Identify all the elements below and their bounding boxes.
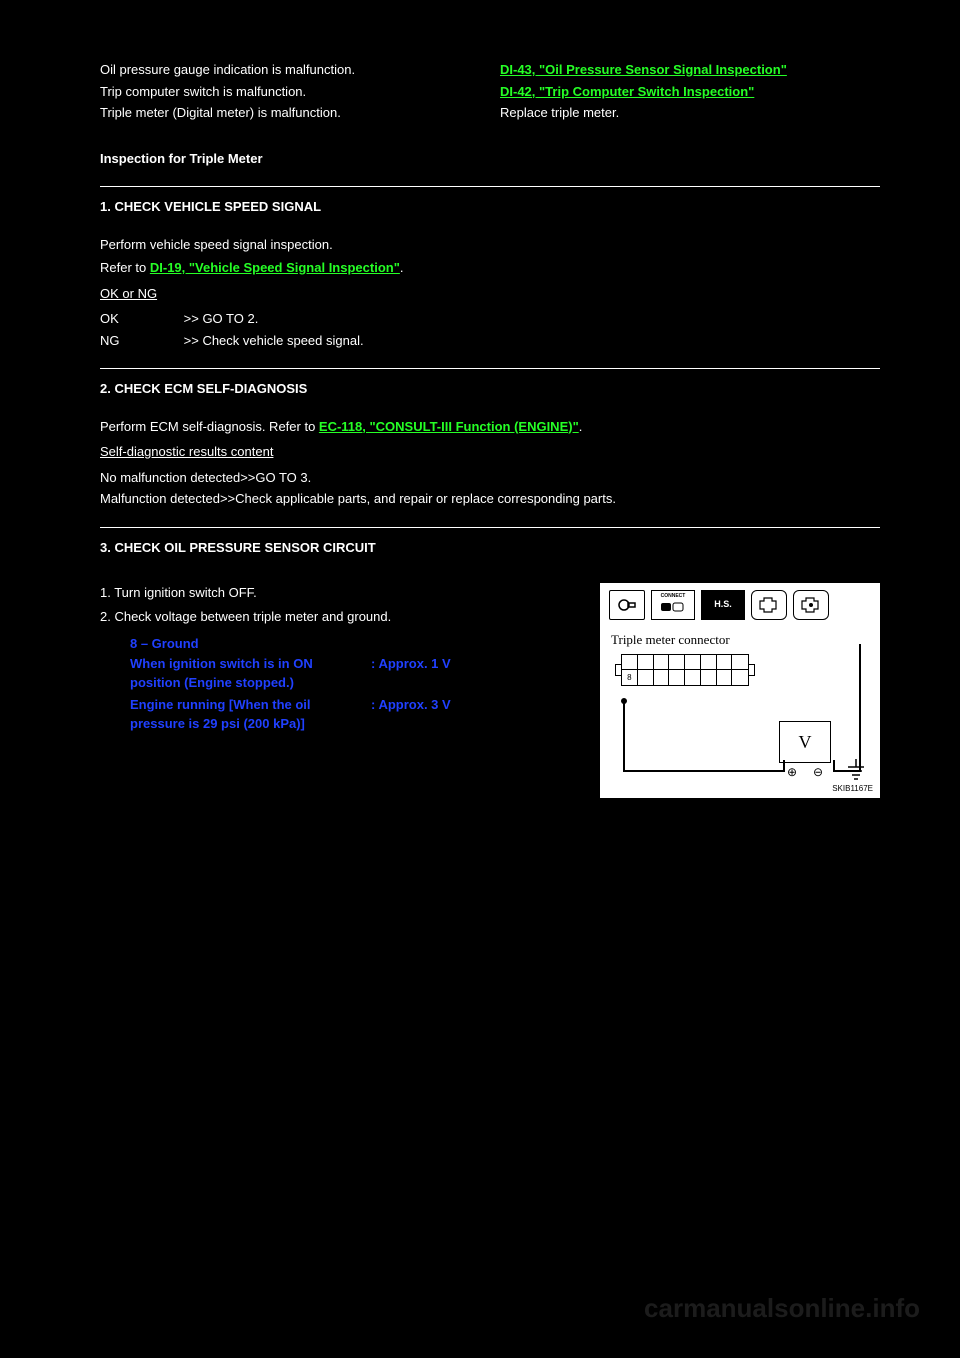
step2-mal-row: Malfunction detected>>Check applicable p… [100, 489, 880, 509]
step1-ok-text: GO TO 2. [202, 311, 258, 326]
ground-icon [847, 759, 865, 783]
engine-icon-2 [793, 590, 829, 620]
divider [100, 186, 880, 187]
step1-ng-label: NG [100, 331, 180, 351]
step1-ok-row: OK >> GO TO 2. [100, 309, 880, 329]
step2-question: Self-diagnostic results content [100, 442, 880, 462]
link-vehicle-speed[interactable]: DI-19, "Vehicle Speed Signal Inspection" [150, 260, 400, 275]
step1-heading: 1. CHECK VEHICLE SPEED SIGNAL [100, 197, 880, 217]
link-trip-switch-ref[interactable]: DI-42, "Trip Computer Switch Inspection" [500, 82, 754, 102]
divider [100, 527, 880, 528]
volt-label: V [799, 729, 812, 756]
step1-refer-line: Refer to DI-19, "Vehicle Speed Signal In… [100, 258, 880, 278]
intro-label-meter: Triple meter (Digital meter) is malfunct… [100, 103, 500, 123]
voltmeter-icon: V [779, 721, 831, 763]
measure2-left: Engine running [When the oil pressure is… [130, 695, 365, 734]
hs-icon: H.S. [701, 590, 745, 620]
diagram-code: SKIB1167E [832, 783, 873, 795]
key-on-icon [609, 590, 645, 620]
plus-icon: ⊕ [787, 763, 797, 781]
step2-body: Perform ECM self-diagnosis. Refer to [100, 419, 319, 434]
connect-icon: CONNECT [651, 590, 695, 620]
measure2-right: : Approx. 3 V [365, 695, 451, 734]
connector-label: Triple meter connector [601, 630, 879, 650]
step2-no-row: No malfunction detected>>GO TO 3. [100, 468, 880, 488]
step1-ng-row: NG >> Check vehicle speed signal. [100, 331, 880, 351]
step1-refer-label: Refer to [100, 260, 150, 275]
step1-ng-text: Check vehicle speed signal. [202, 333, 363, 348]
link-oil-pressure-ref[interactable]: DI-43, "Oil Pressure Sensor Signal Inspe… [500, 60, 787, 80]
divider [100, 368, 880, 369]
measure1-left: When ignition switch is in ON position (… [130, 654, 365, 693]
measure1-right: : Approx. 1 V [365, 654, 451, 693]
intro-ref-meter: Replace triple meter. [500, 103, 619, 123]
intro-row-trip: Trip computer switch is malfunction. DI-… [100, 82, 880, 102]
step1-question: OK or NG [100, 284, 880, 304]
step1-ok-label: OK [100, 309, 180, 329]
period: . [400, 260, 404, 275]
hs-label: H.S. [714, 598, 732, 612]
arrow: >> [184, 311, 199, 326]
step2-body-line: Perform ECM self-diagnosis. Refer to EC-… [100, 417, 880, 437]
arrow: >> [184, 333, 199, 348]
intro-label-trip: Trip computer switch is malfunction. [100, 82, 500, 102]
step3-l1: 1. Turn ignition switch OFF. [100, 583, 580, 603]
link-consult[interactable]: EC-118, "CONSULT-III Function (ENGINE)" [319, 419, 579, 434]
wiring-diagram: CONNECT H.S. Triple meter connector [600, 583, 880, 798]
pin-8: 8 [622, 670, 638, 685]
watermark: carmanualsonline.info [644, 1289, 920, 1328]
period: . [579, 419, 583, 434]
minus-icon: ⊖ [813, 763, 823, 781]
connector-shape: 8 [615, 654, 755, 690]
step3-heading: 3. CHECK OIL PRESSURE SENSOR CIRCUIT [100, 538, 880, 558]
step1-body: Perform vehicle speed signal inspection. [100, 235, 880, 255]
step3-l2: 2. Check voltage between triple meter an… [100, 607, 580, 627]
intro-label-oil: Oil pressure gauge indication is malfunc… [100, 60, 500, 80]
engine-icon-1 [751, 590, 787, 620]
step2-heading: 2. CHECK ECM SELF-DIAGNOSIS [100, 379, 880, 399]
measure-header: 8 – Ground [130, 634, 580, 654]
intro-row-oil: Oil pressure gauge indication is malfunc… [100, 60, 880, 80]
section-title: Inspection for Triple Meter [100, 149, 880, 169]
intro-row-meter: Triple meter (Digital meter) is malfunct… [100, 103, 880, 123]
meter-terminals: ⊕ ⊖ [779, 763, 831, 781]
